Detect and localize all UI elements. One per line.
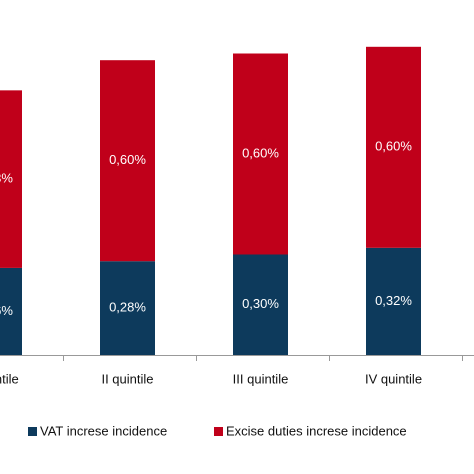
category-ticks	[63, 355, 463, 361]
bar-segment	[366, 46, 421, 248]
x-tick-label: III quintile	[233, 371, 289, 386]
value-label: 0,26%	[0, 303, 13, 318]
bar-segment	[100, 60, 155, 262]
value-label: 0,53%	[0, 171, 13, 186]
value-label: 0,60%	[242, 145, 279, 160]
bar-segment	[0, 90, 22, 268]
x-tick-label: II quintile	[101, 371, 153, 386]
bar-segment	[0, 267, 22, 355]
legend-swatch	[28, 427, 37, 436]
value-label: 0,32%	[375, 293, 412, 308]
value-label: 0,28%	[109, 300, 146, 315]
x-tick-label: IV quintile	[365, 371, 422, 386]
value-label: 0,60%	[375, 139, 412, 154]
value-label: 0,60%	[109, 152, 146, 167]
bar-segment	[233, 53, 288, 255]
legend-swatch	[214, 427, 223, 436]
bar-segment	[366, 247, 421, 355]
legend-label: VAT increse incidence	[40, 423, 167, 438]
x-tick-label: I quintile	[0, 371, 19, 386]
value-label: 0,30%	[242, 296, 279, 311]
bar-segment	[233, 254, 288, 355]
legend-label: Excise duties increse incidence	[226, 423, 407, 438]
bar-segment	[100, 261, 155, 355]
